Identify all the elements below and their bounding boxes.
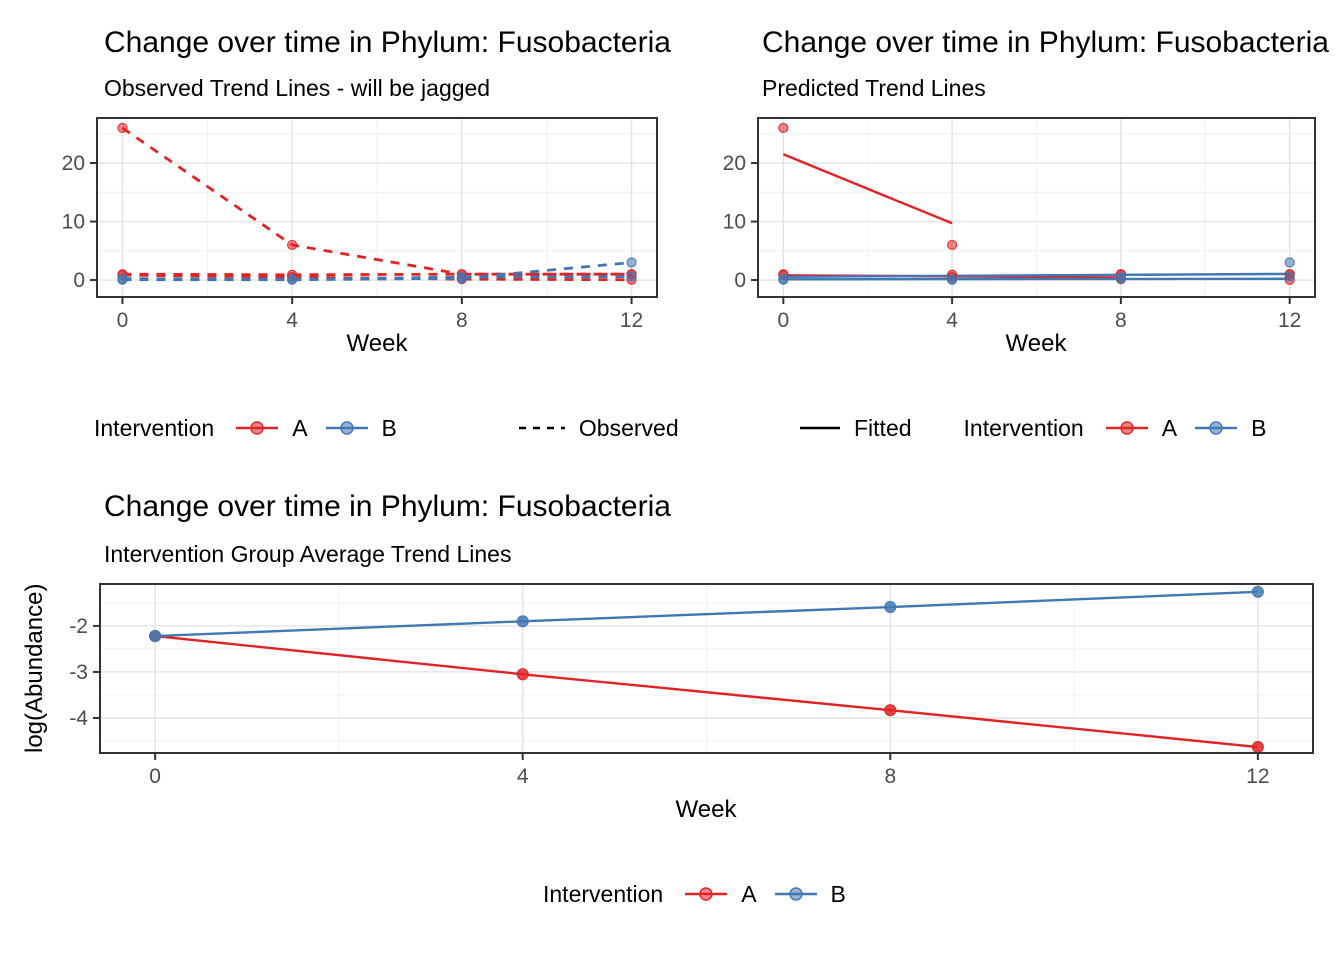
observed-legend-label-b: B bbox=[381, 414, 397, 441]
svg-text:-2: -2 bbox=[69, 615, 88, 638]
svg-text:0: 0 bbox=[73, 269, 85, 292]
svg-text:8: 8 bbox=[1115, 309, 1127, 332]
observed-chart-svg: 0 4 8 12 0 10 20 bbox=[62, 117, 658, 332]
predicted-x-axis-title: Week bbox=[1005, 330, 1067, 357]
svg-text:12: 12 bbox=[620, 309, 643, 332]
observed-linetype-legend-item: Observed bbox=[517, 415, 679, 442]
observed-legend: Intervention A B Observed bbox=[94, 412, 695, 444]
svg-text:10: 10 bbox=[62, 211, 85, 234]
svg-text:4: 4 bbox=[946, 309, 958, 332]
average-legend-item-b: B bbox=[773, 881, 846, 908]
predicted-legend-item-a: A bbox=[1104, 415, 1177, 442]
legend-key-b-icon bbox=[325, 421, 368, 435]
average-legend-item-a: A bbox=[683, 880, 757, 908]
predicted-legend: Fitted Intervention A B bbox=[798, 412, 1282, 444]
average-x-axis-title: Week bbox=[675, 796, 737, 823]
average-chart-title: Change over time in Phylum: Fusobacteria bbox=[104, 490, 671, 523]
observed-chart-title: Change over time in Phylum: Fusobacteria bbox=[104, 26, 671, 59]
svg-text:12: 12 bbox=[1278, 309, 1301, 332]
average-legend-label-a: A bbox=[741, 880, 757, 907]
observed-legend-item-b: B bbox=[324, 415, 397, 442]
svg-text:12: 12 bbox=[1246, 765, 1269, 788]
svg-text:4: 4 bbox=[286, 309, 298, 332]
svg-text:0: 0 bbox=[734, 269, 746, 292]
svg-text:0: 0 bbox=[117, 309, 129, 332]
predicted-linetype-legend-item: Fitted bbox=[798, 415, 912, 442]
observed-chart-subtitle: Observed Trend Lines - will be jagged bbox=[104, 75, 491, 101]
svg-text:-3: -3 bbox=[69, 661, 88, 684]
svg-text:8: 8 bbox=[884, 765, 896, 788]
observed-linetype-legend-label: Observed bbox=[578, 414, 679, 441]
observed-legend-title: Intervention bbox=[94, 414, 215, 441]
predicted-legend-label-b: B bbox=[1251, 414, 1267, 441]
legend-key-observed-dashed-line-icon bbox=[518, 426, 565, 430]
average-chart-subtitle: Intervention Group Average Trend Lines bbox=[104, 541, 512, 567]
svg-text:20: 20 bbox=[723, 152, 746, 175]
observed-x-axis-title: Week bbox=[346, 330, 408, 357]
predicted-chart-subtitle: Predicted Trend Lines bbox=[762, 75, 986, 101]
svg-text:0: 0 bbox=[777, 309, 789, 332]
predicted-legend-label-a: A bbox=[1161, 414, 1178, 441]
svg-text:8: 8 bbox=[456, 309, 468, 332]
average-chart-svg: 0 4 8 12 -2 -3 -4 bbox=[69, 583, 1314, 788]
svg-text:-4: -4 bbox=[69, 707, 88, 730]
legend-key-a-icon bbox=[1105, 421, 1148, 435]
svg-text:4: 4 bbox=[517, 765, 529, 788]
observed-legend-item-a: A bbox=[234, 414, 308, 442]
legend-key-a-icon bbox=[236, 421, 279, 435]
svg-text:10: 10 bbox=[723, 211, 746, 234]
predicted-chart-svg: 0 4 8 12 0 10 20 bbox=[723, 117, 1316, 332]
predicted-legend-title: Intervention bbox=[963, 414, 1084, 441]
average-legend-label-b: B bbox=[830, 880, 846, 907]
average-legend-title: Intervention bbox=[543, 880, 664, 907]
svg-text:0: 0 bbox=[149, 765, 161, 788]
predicted-linetype-legend-label: Fitted bbox=[854, 414, 912, 441]
legend-key-a-icon bbox=[685, 887, 728, 901]
legend-key-fitted-solid-line-icon bbox=[800, 426, 840, 430]
legend-key-b-icon bbox=[774, 887, 817, 901]
observed-legend-label-a: A bbox=[292, 414, 308, 441]
legend-key-b-icon bbox=[1195, 421, 1238, 435]
average-legend: Intervention A B bbox=[543, 878, 862, 910]
svg-text:20: 20 bbox=[62, 152, 85, 175]
predicted-legend-item-b: B bbox=[1193, 415, 1266, 442]
predicted-chart-title: Change over time in Phylum: Fusobacteria bbox=[762, 26, 1329, 59]
